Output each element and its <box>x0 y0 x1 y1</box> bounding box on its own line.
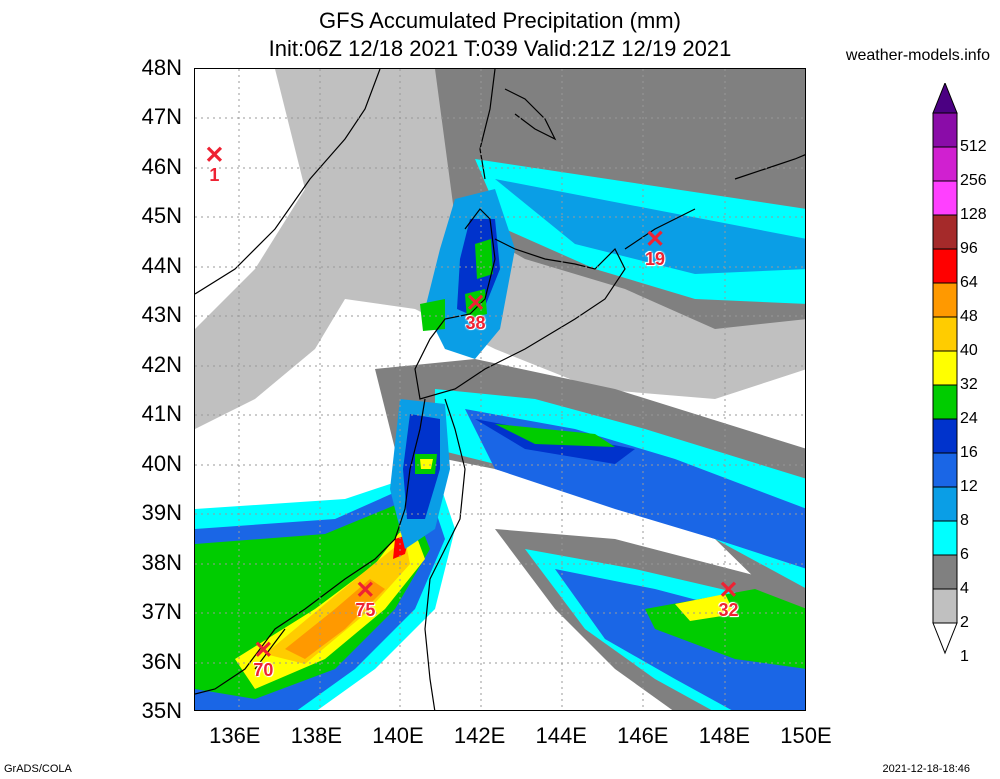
colorbar-segment <box>932 146 958 182</box>
lat-label: 36N <box>141 648 182 674</box>
colorbar-segment <box>932 180 958 216</box>
lat-label: 41N <box>141 401 182 427</box>
colorbar-label: 512 <box>960 138 987 155</box>
cross-icon: ✕ <box>355 577 376 605</box>
lat-label: 39N <box>141 500 182 526</box>
colorbar-label: 128 <box>960 206 987 223</box>
colorbar-segment <box>932 248 958 284</box>
max-marker: ✕ 32 <box>713 577 743 621</box>
colorbar-label: 8 <box>960 512 969 529</box>
colorbar-label: 6 <box>960 546 969 563</box>
footer-right: 2021-12-18-18:46 <box>882 763 970 775</box>
colorbar-bottom-triangle <box>932 622 958 655</box>
colorbar-label: 48 <box>960 308 978 325</box>
colorbar-label: 96 <box>960 240 978 257</box>
colorbar-label: 16 <box>960 444 978 461</box>
lon-label: 138E <box>290 723 343 748</box>
lat-label: 37N <box>141 599 182 625</box>
colorbar <box>932 83 958 655</box>
colorbar-segment <box>932 486 958 522</box>
colorbar-segment <box>932 112 958 148</box>
marker-value: 19 <box>645 249 666 270</box>
lon-label: 150E <box>780 723 832 748</box>
lat-label: 44N <box>141 252 182 278</box>
lon-label: 142E <box>453 723 506 748</box>
lon-label: 136E <box>209 723 261 748</box>
lat-label: 35N <box>141 698 182 723</box>
marker-value: 70 <box>253 659 274 680</box>
colorbar-segment <box>932 554 958 590</box>
max-marker: ✕ 38 <box>461 290 491 334</box>
colorbar-label: 64 <box>960 274 978 291</box>
chart-subtitle: Init:06Z 12/18 2021 T:039 Valid:21Z 12/1… <box>268 36 732 61</box>
lat-label: 48N <box>141 55 182 80</box>
marker-value: 75 <box>355 600 376 621</box>
lon-label: 144E <box>535 723 587 748</box>
cross-icon: ✕ <box>253 636 274 664</box>
colorbar-segment <box>932 316 958 352</box>
colorbar-label: 2 <box>960 614 969 631</box>
lon-label: 148E <box>698 723 751 748</box>
chart-title: GFS Accumulated Precipitation (mm) <box>319 8 681 33</box>
max-marker: ✕ 70 <box>248 636 278 680</box>
cross-icon: ✕ <box>465 290 486 318</box>
colorbar-segment <box>932 282 958 318</box>
colorbar-segment <box>932 350 958 386</box>
precipitation-map <box>194 68 806 711</box>
lat-label: 43N <box>141 302 182 328</box>
cross-icon: ✕ <box>204 142 225 170</box>
max-marker: ✕ 19 <box>640 226 670 270</box>
lat-label: 42N <box>141 351 182 377</box>
footer-left: GrADS/COLA <box>4 763 72 775</box>
cross-icon: ✕ <box>644 226 666 254</box>
cross-icon: ✕ <box>718 577 739 605</box>
colorbar-label: 4 <box>960 580 969 597</box>
colorbar-segment <box>932 520 958 556</box>
map-canvas <box>195 69 805 710</box>
colorbar-segment <box>932 452 958 488</box>
marker-value: 32 <box>718 600 739 621</box>
colorbar-segment <box>932 384 958 420</box>
marker-value: 1 <box>209 165 220 186</box>
colorbar-segment <box>932 418 958 454</box>
lat-label: 40N <box>141 450 182 476</box>
lat-label: 45N <box>141 203 182 229</box>
max-marker: ✕ 1 <box>199 142 229 186</box>
lon-label: 146E <box>617 723 669 748</box>
colorbar-label: 12 <box>960 478 978 495</box>
lat-label: 38N <box>141 549 182 575</box>
colorbar-label: 24 <box>960 410 978 427</box>
colorbar-segment <box>932 588 958 624</box>
colorbar-label: 40 <box>960 342 978 359</box>
colorbar-label: 32 <box>960 376 978 393</box>
lat-label: 46N <box>141 153 182 179</box>
lat-label: 47N <box>141 104 182 130</box>
lon-label: 140E <box>372 723 424 748</box>
marker-value: 38 <box>465 313 486 334</box>
colorbar-top-triangle <box>932 83 958 114</box>
colorbar-label: 256 <box>960 172 987 189</box>
colorbar-segment <box>932 214 958 250</box>
credit-text: weather-models.info <box>845 47 990 64</box>
colorbar-label: 1 <box>960 648 969 665</box>
max-marker: ✕ 75 <box>350 577 380 621</box>
